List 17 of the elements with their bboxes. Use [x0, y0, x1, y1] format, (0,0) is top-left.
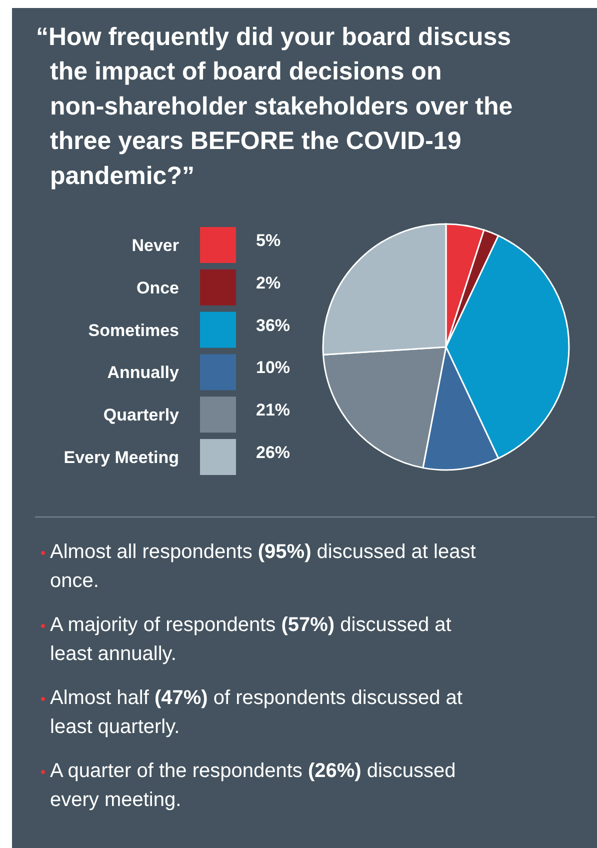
legend-label: Once: [136, 278, 179, 298]
chart-title: “How frequently did your board discuss the impact of board decisions on non-shareholder stakeholders over the three years BEFORE the COVID-19 pandemic?”: [36, 23, 513, 190]
data-label: 26%: [256, 443, 290, 462]
text: Almost all respondents (95%) discussed at least once.: [50, 541, 476, 592]
text: A majority of respondents (57%) discussed at least annually.: [50, 614, 452, 665]
text: A quarter of the respondents (26%) discussed every meeting.: [50, 760, 456, 811]
text: Almost half (47%) of respondents discussed at least quarterly.: [50, 687, 462, 738]
legend-label: Annually: [107, 363, 180, 382]
data-label: 21%: [256, 400, 290, 420]
legend-label: Every Meeting: [64, 448, 179, 467]
legend-label: Never: [132, 236, 180, 255]
data-label: 2%: [256, 273, 281, 292]
legend-label: Sometimes: [88, 320, 179, 340]
legend-label: Quarterly: [103, 406, 180, 425]
data-label: 36%: [256, 316, 290, 335]
data-label: 5%: [256, 231, 281, 250]
data-label: 10%: [256, 358, 290, 378]
